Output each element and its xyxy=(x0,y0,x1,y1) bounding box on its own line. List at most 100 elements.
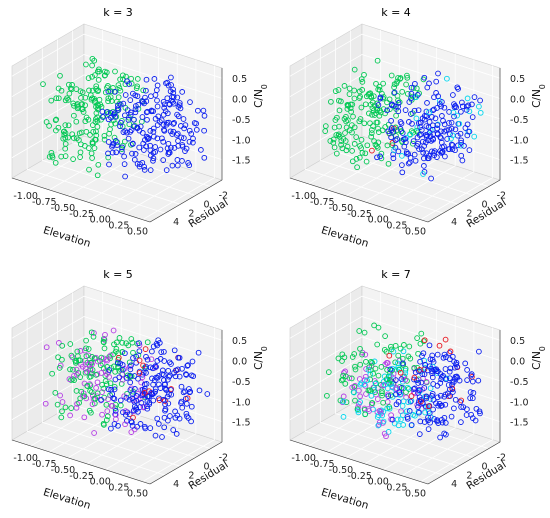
data-point xyxy=(421,337,428,344)
data-point xyxy=(101,335,107,342)
data-point xyxy=(171,120,177,126)
y-tick-label: 4 xyxy=(173,217,179,228)
z-tick-label: 0.5 xyxy=(232,336,247,347)
data-point xyxy=(127,379,134,386)
x-tick-label: 0.00 xyxy=(368,477,389,488)
data-point xyxy=(107,352,114,359)
z-tick-label: -1.5 xyxy=(232,156,251,167)
data-point xyxy=(392,342,399,349)
data-point xyxy=(404,74,411,81)
grid-line xyxy=(289,295,501,341)
data-point xyxy=(179,404,186,411)
data-point xyxy=(181,135,187,141)
data-point xyxy=(456,120,463,127)
data-point xyxy=(407,131,414,138)
data-point xyxy=(125,342,132,349)
data-point xyxy=(429,356,436,363)
data-point xyxy=(370,107,377,114)
data-point xyxy=(434,130,441,137)
data-point xyxy=(398,385,405,391)
data-point xyxy=(117,123,123,130)
data-point xyxy=(147,152,154,159)
data-point xyxy=(89,361,95,368)
data-point xyxy=(375,125,381,132)
data-point xyxy=(459,103,466,110)
data-point xyxy=(424,100,430,106)
data-point xyxy=(145,136,151,142)
data-point xyxy=(89,140,96,147)
x-tick-label: 0.25 xyxy=(386,221,407,232)
data-point xyxy=(416,409,422,416)
data-point xyxy=(105,88,112,95)
data-point xyxy=(153,87,160,93)
data-point xyxy=(90,128,97,135)
data-point xyxy=(137,421,144,427)
data-point xyxy=(468,372,474,379)
data-point xyxy=(77,374,84,380)
data-point xyxy=(100,339,107,346)
data-point xyxy=(349,384,356,391)
panel-k4: k = 4-1.00-0.75-0.50-0.250.000.250.50-20… xyxy=(289,6,547,250)
data-point xyxy=(451,104,458,110)
panel-title: k = 7 xyxy=(381,268,411,281)
data-point xyxy=(342,380,349,387)
data-point xyxy=(429,368,436,375)
scatter-points xyxy=(324,322,483,441)
data-point xyxy=(411,389,417,395)
data-point xyxy=(431,152,438,159)
data-point xyxy=(88,150,95,157)
data-point xyxy=(53,95,60,102)
z-tick-label: -1.5 xyxy=(510,156,529,167)
data-point xyxy=(378,364,385,370)
data-point xyxy=(129,141,136,147)
data-point xyxy=(126,411,133,418)
grid-line xyxy=(383,53,456,209)
data-point xyxy=(119,366,126,373)
data-point xyxy=(179,89,186,95)
data-point xyxy=(82,369,89,376)
data-point xyxy=(186,386,192,392)
data-point xyxy=(441,351,448,358)
y-tick-label: 4 xyxy=(173,479,179,490)
data-point xyxy=(395,422,402,429)
data-point xyxy=(147,364,154,371)
data-point xyxy=(450,92,456,98)
data-point xyxy=(445,146,452,152)
data-point xyxy=(459,99,465,106)
data-point xyxy=(418,379,425,386)
data-point xyxy=(83,345,89,352)
data-point xyxy=(68,352,75,359)
data-point xyxy=(357,393,363,400)
data-point xyxy=(394,416,401,423)
data-point xyxy=(75,353,81,359)
data-point xyxy=(131,156,138,163)
data-point xyxy=(110,351,117,358)
data-point xyxy=(375,129,382,135)
data-point xyxy=(89,367,96,373)
data-point xyxy=(77,149,84,156)
data-point xyxy=(338,142,344,148)
data-point xyxy=(122,350,128,357)
data-point xyxy=(163,167,170,173)
data-point xyxy=(101,132,108,139)
data-point xyxy=(73,358,80,365)
data-point xyxy=(93,86,99,92)
data-point xyxy=(385,128,392,135)
data-point xyxy=(467,395,473,401)
data-point xyxy=(94,118,101,124)
data-point xyxy=(125,117,132,123)
data-point xyxy=(451,364,458,371)
data-point xyxy=(159,135,165,142)
data-point xyxy=(190,373,197,380)
data-point xyxy=(187,388,194,395)
data-point xyxy=(187,99,193,105)
data-point xyxy=(354,406,361,413)
data-point xyxy=(179,158,185,164)
data-point xyxy=(451,405,457,412)
data-point xyxy=(71,112,77,119)
data-point xyxy=(349,148,355,154)
data-point xyxy=(125,135,132,142)
data-point xyxy=(166,359,173,366)
data-point xyxy=(132,106,139,113)
data-point xyxy=(415,380,422,386)
